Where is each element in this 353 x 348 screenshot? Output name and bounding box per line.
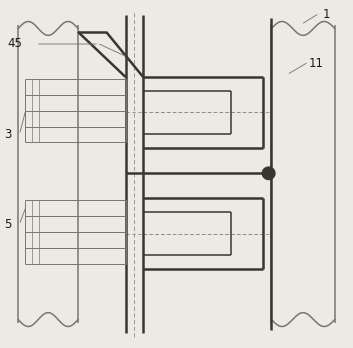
Text: 1: 1	[322, 8, 330, 21]
Text: 11: 11	[309, 57, 323, 70]
Circle shape	[262, 167, 275, 180]
Text: 5: 5	[4, 218, 12, 231]
Text: 45: 45	[8, 37, 23, 50]
Text: 3: 3	[4, 128, 12, 141]
